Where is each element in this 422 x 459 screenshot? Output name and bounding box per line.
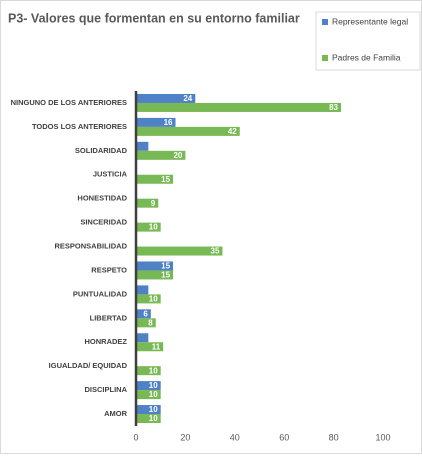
legend-label: Representante legal xyxy=(332,16,408,26)
data-label: 15 xyxy=(161,271,170,280)
data-label: 9 xyxy=(151,199,156,208)
bar xyxy=(136,414,161,424)
legend-box xyxy=(315,11,421,71)
bar xyxy=(136,126,240,136)
data-label: 10 xyxy=(149,223,158,232)
y-tick-label: RESPONSABILIDAD xyxy=(54,242,127,251)
data-label: 8 xyxy=(148,318,153,327)
bar xyxy=(136,294,161,304)
bar xyxy=(136,318,156,328)
x-tick-label: 40 xyxy=(230,432,240,442)
bar xyxy=(136,117,176,127)
legend-swatch xyxy=(322,55,328,61)
y-tick-label: HONRADEZ xyxy=(85,337,128,346)
data-label: 83 xyxy=(329,103,338,112)
chart-title: P3- Valores que formentan en su entorno … xyxy=(8,11,300,25)
bar xyxy=(136,93,196,103)
y-tick-label: DISCIPLINA xyxy=(84,385,127,394)
bar xyxy=(136,261,174,271)
data-label: 10 xyxy=(149,414,158,423)
x-tick-label: 80 xyxy=(329,432,339,442)
y-tick-label: AMOR xyxy=(104,409,127,418)
data-label: 35 xyxy=(211,247,220,256)
y-tick-label: IGUALDAD/ EQUIDAD xyxy=(49,361,128,370)
data-label: 10 xyxy=(149,390,158,399)
data-label: 24 xyxy=(183,94,192,103)
x-tick-label: 20 xyxy=(180,432,190,442)
y-tick-label: NINGUNO DE LOS ANTERIORES xyxy=(11,98,127,107)
bar xyxy=(136,309,151,319)
data-label: 10 xyxy=(149,381,158,390)
bar xyxy=(136,198,159,208)
bar xyxy=(136,333,149,343)
data-label: 16 xyxy=(164,118,173,127)
x-tick-label: 0 xyxy=(133,432,138,442)
bar xyxy=(136,390,161,400)
y-tick-label: JUSTICIA xyxy=(93,170,128,179)
y-tick-label: RESPETO xyxy=(91,265,127,274)
data-label: 10 xyxy=(149,295,158,304)
data-label: 10 xyxy=(149,366,158,375)
y-tick-label: HONESTIDAD xyxy=(77,194,127,203)
legend-label: Padres de Familia xyxy=(332,52,401,62)
data-label: 20 xyxy=(173,151,182,160)
y-tick-label: LIBERTAD xyxy=(90,313,128,322)
data-label: 15 xyxy=(161,262,170,271)
x-tick-label: 100 xyxy=(375,432,390,442)
bar xyxy=(136,342,164,352)
legend-swatch xyxy=(322,19,328,25)
bar xyxy=(136,150,186,160)
data-label: 10 xyxy=(149,405,158,414)
data-label: 11 xyxy=(152,342,161,351)
bar xyxy=(136,270,174,280)
bar xyxy=(136,285,149,295)
bar xyxy=(136,102,342,112)
x-tick-label: 60 xyxy=(279,432,289,442)
y-tick-label: SOLIDARIDAD xyxy=(75,146,128,155)
bar xyxy=(136,246,223,256)
bar xyxy=(136,222,161,232)
y-tick-label: SINCERIDAD xyxy=(80,218,127,227)
data-label: 6 xyxy=(143,309,148,318)
bar xyxy=(136,405,161,415)
bar xyxy=(136,381,161,391)
bar xyxy=(136,141,149,151)
bar xyxy=(136,366,161,376)
bar xyxy=(136,174,174,184)
y-tick-label: PUNTUALIDAD xyxy=(73,289,128,298)
y-tick-label: TODOS LOS ANTERIORES xyxy=(32,122,127,131)
data-label: 42 xyxy=(228,127,237,136)
data-label: 15 xyxy=(161,175,170,184)
